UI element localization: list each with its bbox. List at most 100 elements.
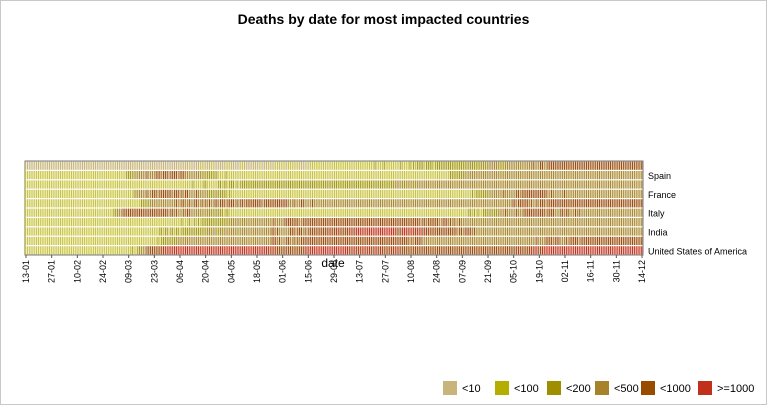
heatmap-cell [484, 171, 486, 180]
heatmap-cell [111, 189, 113, 198]
heatmap-cell [111, 236, 113, 245]
heatmap-cell [466, 199, 468, 208]
heatmap-cell [201, 246, 203, 255]
heatmap-cell [602, 171, 604, 180]
heatmap-cell [361, 236, 363, 245]
heatmap-cell [324, 236, 326, 245]
heatmap-cell [597, 218, 599, 227]
heatmap-cell [407, 180, 409, 189]
heatmap-cell [306, 161, 308, 170]
heatmap-cell [608, 246, 610, 255]
heatmap-cell [385, 161, 387, 170]
heatmap-cell [297, 171, 299, 180]
heatmap-cell [203, 161, 205, 170]
heatmap-cell [289, 218, 291, 227]
heatmap-cell [460, 227, 463, 236]
heatmap-cell [254, 199, 257, 208]
heatmap-cell [468, 246, 470, 255]
heatmap-cell [94, 171, 97, 180]
heatmap-cell [291, 199, 293, 208]
heatmap-cell [367, 171, 369, 180]
heatmap-cell [584, 246, 586, 255]
heatmap-cell [242, 218, 244, 227]
heatmap-cell [328, 171, 330, 180]
heatmap-cell [435, 236, 437, 245]
heatmap-cell [567, 208, 569, 217]
heatmap-cell [402, 236, 404, 245]
heatmap-cell [216, 218, 218, 227]
heatmap-cell [357, 227, 360, 236]
heatmap-cell [359, 227, 361, 236]
heatmap-cell [464, 199, 466, 208]
heatmap-cell [111, 246, 113, 255]
heatmap-cell [615, 227, 617, 236]
heatmap-cell [216, 246, 218, 255]
heatmap-cell [334, 161, 336, 170]
heatmap-cell [536, 180, 538, 189]
heatmap-cell [433, 246, 435, 255]
heatmap-cell [378, 161, 380, 170]
heatmap-cell [69, 180, 71, 189]
heatmap-cell [444, 218, 446, 227]
heatmap-cell [126, 171, 128, 180]
heatmap-cell [387, 227, 389, 236]
heatmap-cell [585, 236, 588, 245]
heatmap-cell [111, 180, 113, 189]
heatmap-cell [203, 246, 205, 255]
heatmap-cell [203, 171, 205, 180]
heatmap-cell [593, 199, 595, 208]
heatmap-cell [170, 171, 172, 180]
heatmap-cell [427, 236, 429, 245]
heatmap-cell [43, 246, 45, 255]
heatmap-cell [431, 236, 433, 245]
heatmap-cell [600, 199, 602, 208]
heatmap-cell [311, 189, 314, 198]
heatmap-cell [414, 227, 417, 236]
heatmap-cell [379, 171, 382, 180]
heatmap-cell [631, 208, 634, 217]
heatmap-cell [128, 189, 130, 198]
heatmap-cell [389, 189, 391, 198]
heatmap-cell [591, 246, 593, 255]
heatmap-cell [416, 246, 418, 255]
heatmap-cell [288, 218, 290, 227]
heatmap-cell [142, 180, 144, 189]
heatmap-cell [437, 227, 439, 236]
heatmap-cell [437, 189, 439, 198]
heatmap-cell [554, 208, 556, 217]
heatmap-cell [630, 161, 632, 170]
heatmap-cell [39, 218, 41, 227]
heatmap-cell [273, 161, 275, 170]
heatmap-cell [530, 161, 532, 170]
heatmap-cell [151, 246, 154, 255]
heatmap-cell [267, 246, 269, 255]
heatmap-cell [392, 189, 394, 198]
heatmap-cell [357, 189, 360, 198]
heatmap-cell [403, 218, 406, 227]
heatmap-cell [492, 161, 494, 170]
heatmap-cell [580, 236, 582, 245]
heatmap-cell [223, 236, 225, 245]
heatmap-cell [392, 161, 394, 170]
heatmap-cell [346, 218, 349, 227]
heatmap-cell [335, 171, 337, 180]
heatmap-cell [162, 236, 165, 245]
heatmap-cell [144, 171, 146, 180]
heatmap-cell [538, 180, 540, 189]
heatmap-cell [411, 189, 413, 198]
heatmap-cell [573, 208, 575, 217]
heatmap-cell [514, 218, 516, 227]
heatmap-cell [398, 227, 400, 236]
heatmap-cell [188, 189, 190, 198]
heatmap-cell [177, 189, 179, 198]
heatmap-cell [271, 218, 273, 227]
heatmap-cell [150, 199, 152, 208]
heatmap-cell [519, 161, 521, 170]
heatmap-cell [39, 246, 41, 255]
heatmap-cell [346, 208, 349, 217]
heatmap-cell [455, 189, 457, 198]
heatmap-cell [341, 227, 343, 236]
heatmap-cell [172, 236, 174, 245]
heatmap-cell [159, 208, 161, 217]
heatmap-cell [591, 171, 593, 180]
